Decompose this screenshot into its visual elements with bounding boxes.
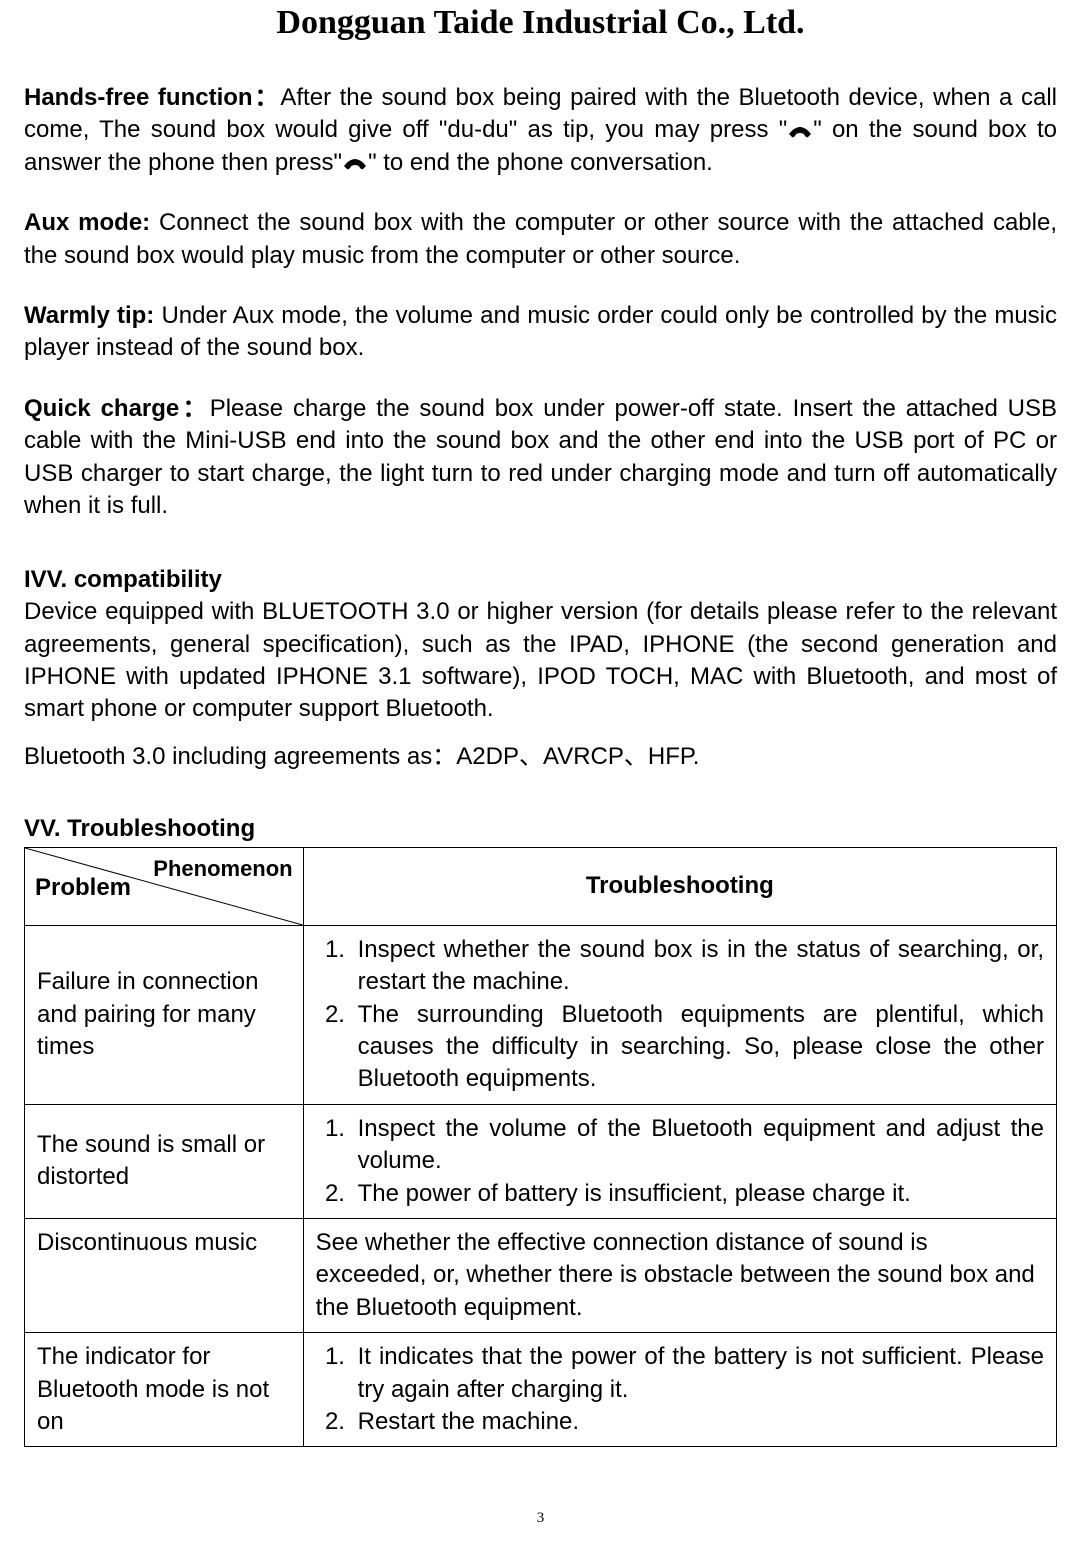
aux-mode-text: Connect the sound box with the computer … (24, 209, 1057, 268)
troubleshooting-table: Phenomenon Problem Troubleshooting Failu… (24, 847, 1057, 1447)
solution-cell: It indicates that the power of the batte… (303, 1333, 1056, 1447)
quick-charge-section: Quick charge：Please charge the sound box… (24, 393, 1057, 523)
warmly-tip-label: Warmly tip: (24, 302, 161, 329)
solution-item: The power of battery is insufficient, pl… (352, 1178, 1044, 1210)
hands-free-text-3: " to end the phone conversation. (368, 149, 713, 176)
table-header-diagonal: Phenomenon Problem (25, 847, 304, 925)
header-problem: Problem (35, 872, 131, 904)
warmly-tip-section: Warmly tip: Under Aux mode, the volume a… (24, 300, 1057, 365)
problem-cell: The sound is small or distorted (25, 1104, 304, 1218)
compatibility-heading: IVV. compatibility (24, 566, 1057, 594)
table-row: Discontinuous music See whether the effe… (25, 1218, 1057, 1332)
solution-item: Inspect whether the sound box is in the … (352, 934, 1044, 999)
solution-cell: See whether the effective connection dis… (303, 1218, 1056, 1332)
table-row: Failure in connection and pairing for ma… (25, 925, 1057, 1104)
problem-cell: Discontinuous music (25, 1218, 304, 1332)
page-title: Dongguan Taide Industrial Co., Ltd. (24, 0, 1057, 82)
aux-mode-section: Aux mode: Connect the sound box with the… (24, 207, 1057, 272)
table-row: The indicator for Bluetooth mode is not … (25, 1333, 1057, 1447)
phone-icon (787, 123, 813, 139)
document-page: Dongguan Taide Industrial Co., Ltd. Hand… (0, 0, 1081, 1549)
solution-list: It indicates that the power of the batte… (316, 1341, 1044, 1438)
table-header-row: Phenomenon Problem Troubleshooting (25, 847, 1057, 925)
hands-free-label: Hands-free function： (24, 84, 280, 111)
hands-free-section: Hands-free function：After the sound box … (24, 82, 1057, 179)
agreements-text: Bluetooth 3.0 including agreements as：A2… (24, 736, 1057, 771)
troubleshooting-heading: VV. Troubleshooting (24, 815, 1057, 843)
page-number: 3 (537, 1510, 545, 1527)
warmly-tip-text: Under Aux mode, the volume and music ord… (24, 302, 1057, 361)
solution-cell: Inspect the volume of the Bluetooth equi… (303, 1104, 1056, 1218)
table-row: The sound is small or distorted Inspect … (25, 1104, 1057, 1218)
header-troubleshooting: Troubleshooting (303, 847, 1056, 925)
phone-icon (342, 155, 368, 171)
solution-item: The surrounding Bluetooth equipments are… (352, 999, 1044, 1096)
solution-list: Inspect whether the sound box is in the … (316, 934, 1044, 1096)
header-phenomenon: Phenomenon (153, 854, 292, 884)
solution-item: It indicates that the power of the batte… (352, 1341, 1044, 1406)
problem-cell: The indicator for Bluetooth mode is not … (25, 1333, 304, 1447)
solution-item: Inspect the volume of the Bluetooth equi… (352, 1113, 1044, 1178)
quick-charge-label: Quick charge： (24, 395, 210, 422)
aux-mode-label: Aux mode: (24, 209, 159, 236)
problem-cell: Failure in connection and pairing for ma… (25, 925, 304, 1104)
solution-list: Inspect the volume of the Bluetooth equi… (316, 1113, 1044, 1210)
compatibility-text: Device equipped with BLUETOOTH 3.0 or hi… (24, 596, 1057, 726)
solution-cell: Inspect whether the sound box is in the … (303, 925, 1056, 1104)
solution-item: Restart the machine. (352, 1406, 1044, 1438)
